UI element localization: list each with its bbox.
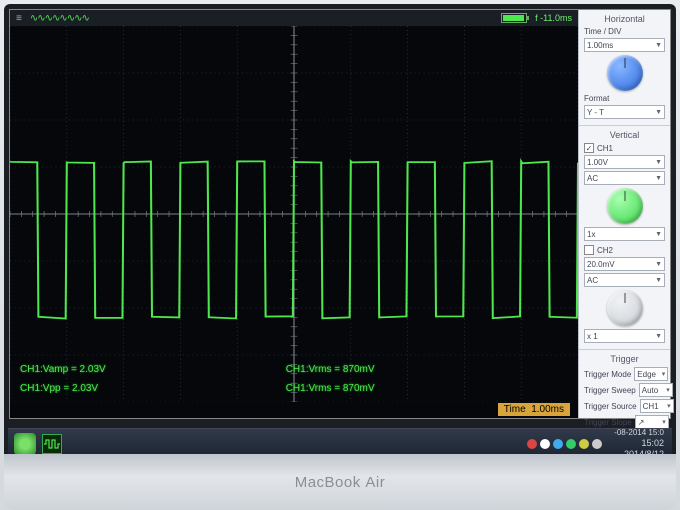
ch1-coupling-select[interactable]: AC▼ <box>584 171 665 185</box>
trigger-sweep-select[interactable]: Auto▾ <box>639 383 673 397</box>
readout: CH1:Vpp = 2.03V <box>20 383 106 394</box>
readout: CH1:Vamp = 2.03V <box>20 364 106 375</box>
ch1-knob[interactable] <box>607 188 643 224</box>
oscilloscope-window: ≡ ∿∿∿∿∿∿∿∿ f -11.0ms CH1:Vamp = 2.03VCH1… <box>10 10 670 418</box>
control-panel: Horizontal Time / DIV 1.00ms▼ Format Y -… <box>578 10 670 418</box>
battery-icon <box>501 13 527 23</box>
scope-grid-svg <box>10 26 578 402</box>
menu-icon[interactable]: ≡ <box>16 13 22 24</box>
trigger-title: Trigger <box>584 354 665 364</box>
waveform-preview-icon: ∿∿∿∿∿∿∿∿ <box>30 13 89 24</box>
start-button[interactable] <box>14 433 36 455</box>
ch2-knob[interactable] <box>607 290 643 326</box>
scope-topbar: ≡ ∿∿∿∿∿∿∿∿ f -11.0ms <box>10 10 578 26</box>
trigger-mode-select[interactable]: Edge▾ <box>634 367 668 381</box>
ch2-checkbox[interactable] <box>584 245 594 255</box>
tray-icon[interactable] <box>527 439 537 449</box>
horizontal-title: Horizontal <box>584 14 665 24</box>
timebase-select[interactable]: 1.00ms▼ <box>584 38 665 52</box>
measurement-readouts: CH1:Vamp = 2.03V CH1:Vpp = 2.03V CH1:Vrms… <box>20 364 375 394</box>
readout: CH1:Vrms = 870mV <box>286 364 375 375</box>
top-measurement: f -11.0ms <box>535 13 572 23</box>
scope-display: ≡ ∿∿∿∿∿∿∿∿ f -11.0ms CH1:Vamp = 2.03VCH1… <box>10 10 578 418</box>
scope-app-taskbar-icon[interactable] <box>42 434 62 454</box>
ch2-vdiv-select[interactable]: 20.0mV▼ <box>584 257 665 271</box>
timebase-badge: Time 1.00ms <box>498 403 570 416</box>
readout: CH1:Vrms = 870mV <box>286 383 375 394</box>
ch1-checkbox[interactable]: ✓ <box>584 143 594 153</box>
laptop-body: MacBook Air <box>4 454 676 510</box>
tray-icon[interactable] <box>579 439 589 449</box>
ch2-coupling-select[interactable]: AC▼ <box>584 273 665 287</box>
vertical-section: Vertical ✓ CH1 1.00V▼ AC▼ 1x▼ CH2 <box>579 126 670 350</box>
trigger-section: Trigger Trigger ModeEdge▾ Trigger SweepA… <box>579 350 670 436</box>
horizontal-knob[interactable] <box>607 55 643 91</box>
ch2-probe-select[interactable]: x 1▼ <box>584 329 665 343</box>
ch1-probe-select[interactable]: 1x▼ <box>584 227 665 241</box>
trigger-source-select[interactable]: CH1▾ <box>640 399 674 413</box>
horizontal-section: Horizontal Time / DIV 1.00ms▼ Format Y -… <box>579 10 670 126</box>
vertical-title: Vertical <box>584 130 665 140</box>
tray-icon[interactable] <box>592 439 602 449</box>
format-select[interactable]: Y - T▼ <box>584 105 665 119</box>
tray-icon[interactable] <box>540 439 550 449</box>
laptop-logo: MacBook Air <box>295 474 386 491</box>
tray-icon[interactable] <box>553 439 563 449</box>
ch1-vdiv-select[interactable]: 1.00V▼ <box>584 155 665 169</box>
tray-icon[interactable] <box>566 439 576 449</box>
